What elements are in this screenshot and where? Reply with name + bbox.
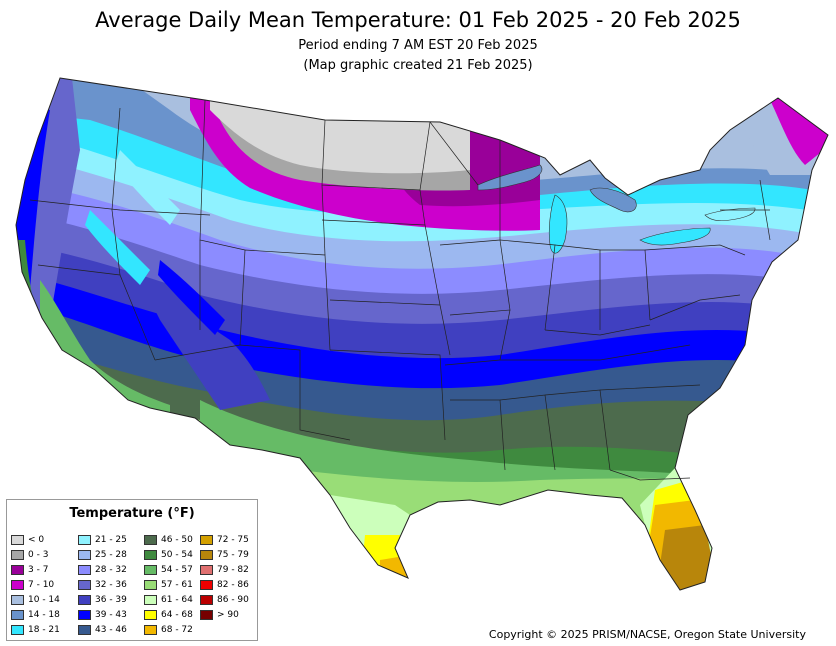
legend-item: 3 - 7	[11, 564, 48, 576]
legend-label: 68 - 72	[161, 625, 193, 635]
legend-label: 64 - 68	[161, 610, 193, 620]
map-title: Average Daily Mean Temperature: 01 Feb 2…	[95, 8, 741, 32]
legend-item: 28 - 32	[78, 564, 127, 576]
period-subtitle: Period ending 7 AM EST 20 Feb 2025	[298, 38, 538, 53]
legend-label: 72 - 75	[217, 535, 249, 545]
legend-swatch	[78, 534, 91, 545]
legend-swatch	[11, 534, 24, 545]
legend-swatch	[11, 579, 24, 590]
legend-label: 3 - 7	[28, 565, 49, 575]
legend-item: 0 - 3	[11, 549, 48, 561]
legend-item: 10 - 14	[11, 594, 60, 606]
legend-item: 43 - 46	[78, 624, 127, 636]
legend-item: > 90	[200, 609, 239, 621]
legend-label: > 90	[217, 610, 239, 620]
legend-label: 75 - 79	[217, 550, 249, 560]
legend-label: 39 - 43	[95, 610, 127, 620]
legend-item: 54 - 57	[144, 564, 193, 576]
legend-label: 57 - 61	[161, 580, 193, 590]
legend-swatch	[200, 579, 213, 590]
legend-label: 0 - 3	[28, 550, 49, 560]
legend-swatch	[78, 579, 91, 590]
legend-item: < 0	[11, 534, 44, 546]
legend-swatch	[200, 609, 213, 620]
legend-swatch	[144, 609, 157, 620]
great-lakes	[477, 164, 756, 254]
legend-label: 32 - 36	[95, 580, 127, 590]
legend-label: 46 - 50	[161, 535, 193, 545]
legend-item: 36 - 39	[78, 594, 127, 606]
legend-item: 68 - 72	[144, 624, 193, 636]
legend-label: 79 - 82	[217, 565, 249, 575]
temperature-legend: Temperature (°F) < 0 0 - 3 3 - 7 7 - 10 10 -…	[6, 499, 258, 641]
legend-swatch	[200, 594, 213, 605]
legend-swatch	[144, 594, 157, 605]
legend-swatch	[78, 564, 91, 575]
legend-label: < 0	[28, 535, 45, 545]
legend-item: 7 - 10	[11, 579, 54, 591]
legend-swatch	[78, 624, 91, 635]
legend-item: 14 - 18	[11, 609, 60, 621]
legend-item: 50 - 54	[144, 549, 193, 561]
legend-label: 36 - 39	[95, 595, 127, 605]
legend-swatch	[11, 624, 24, 635]
legend-swatch	[144, 549, 157, 560]
created-subtitle: (Map graphic created 21 Feb 2025)	[303, 58, 533, 73]
legend-item: 86 - 90	[200, 594, 249, 606]
legend-label: 14 - 18	[28, 610, 60, 620]
copyright-notice: Copyright © 2025 PRISM/NACSE, Oregon Sta…	[488, 628, 806, 641]
legend-swatch	[11, 549, 24, 560]
legend-item: 79 - 82	[200, 564, 249, 576]
legend-swatch	[78, 609, 91, 620]
legend-label: 21 - 25	[95, 535, 127, 545]
legend-swatch	[144, 624, 157, 635]
legend-item: 32 - 36	[78, 579, 127, 591]
legend-item: 39 - 43	[78, 609, 127, 621]
legend-label: 43 - 46	[95, 625, 127, 635]
legend-swatch	[78, 549, 91, 560]
legend-item: 46 - 50	[144, 534, 193, 546]
legend-label: 18 - 21	[28, 625, 60, 635]
legend-item: 82 - 86	[200, 579, 249, 591]
legend-swatch	[200, 564, 213, 575]
legend-item: 64 - 68	[144, 609, 193, 621]
legend-swatch	[200, 549, 213, 560]
legend-swatch	[200, 534, 213, 545]
legend-swatch	[144, 579, 157, 590]
legend-item: 75 - 79	[200, 549, 249, 561]
legend-item: 72 - 75	[200, 534, 249, 546]
legend-label: 54 - 57	[161, 565, 193, 575]
legend-swatch	[78, 594, 91, 605]
legend-label: 61 - 64	[161, 595, 193, 605]
legend-item: 18 - 21	[11, 624, 60, 636]
legend-swatch	[11, 594, 24, 605]
state-borders	[29, 99, 771, 481]
legend-item: 21 - 25	[78, 534, 127, 546]
legend-title: Temperature (°F)	[69, 506, 195, 521]
legend-item: 57 - 61	[144, 579, 193, 591]
legend-swatch	[144, 534, 157, 545]
legend-label: 10 - 14	[28, 595, 60, 605]
legend-label: 25 - 28	[95, 550, 127, 560]
legend-label: 7 - 10	[28, 580, 55, 590]
us-outline	[15, 77, 829, 591]
legend-swatch	[11, 609, 24, 620]
legend-label: 82 - 86	[217, 580, 249, 590]
legend-label: 86 - 90	[217, 595, 249, 605]
legend-swatch	[11, 564, 24, 575]
legend-item: 61 - 64	[144, 594, 193, 606]
legend-swatch	[144, 564, 157, 575]
legend-label: 50 - 54	[161, 550, 193, 560]
legend-item: 25 - 28	[78, 549, 127, 561]
legend-label: 28 - 32	[95, 565, 127, 575]
